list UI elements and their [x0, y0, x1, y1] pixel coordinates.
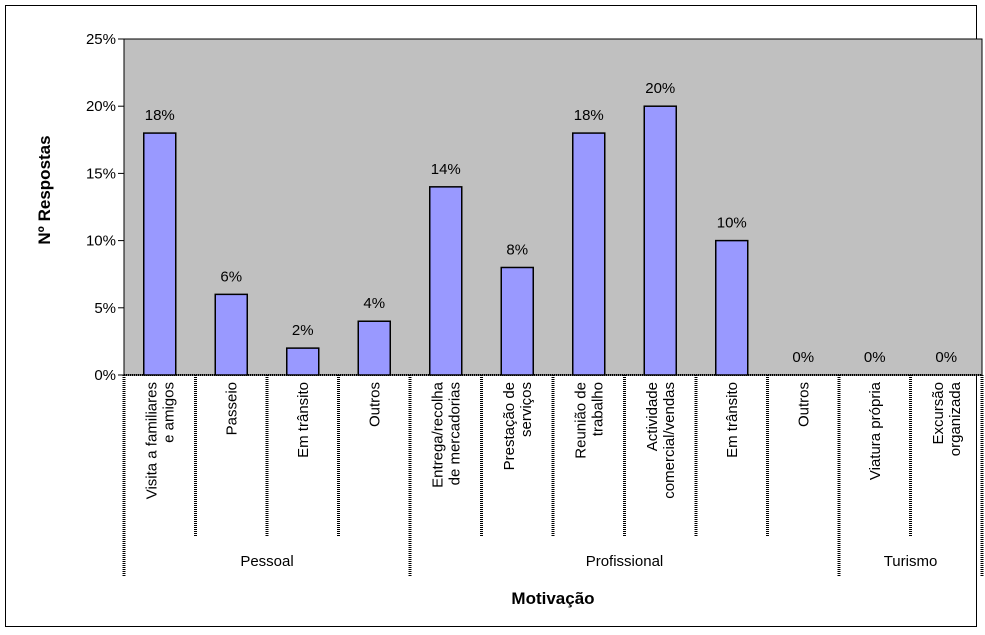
category-label: Em trânsito [724, 382, 741, 458]
y-axis-title: Nº Respostas [35, 135, 54, 244]
plot-area [123, 38, 983, 376]
y-tick-label: 20% [86, 98, 116, 115]
category-label-line: Passeio [223, 382, 240, 435]
axes: 0% 5% 10% 15% 20% 25% [86, 31, 984, 576]
data-label: 8% [506, 241, 528, 258]
data-label: 18% [145, 107, 175, 124]
y-tick-label: 15% [86, 165, 116, 182]
bar [643, 105, 677, 376]
category-label: Actividadecomercial/vendas [644, 382, 678, 499]
category-label-line: Reunião de [572, 382, 589, 459]
category-label: Viatura própria [867, 381, 884, 480]
bar [715, 239, 749, 376]
category-label-line: organizada [947, 381, 964, 456]
category-label-line: Entrega/recolha [429, 381, 446, 488]
category-label: Visita a familiarese amigos [143, 382, 177, 499]
x-axis-title: Motivação [511, 589, 594, 608]
category-label: Prestação deserviços [501, 382, 535, 470]
category-label-line: de mercadorias [446, 382, 463, 485]
category-label-line: Visita a familiares [143, 382, 160, 499]
data-label: 4% [363, 295, 385, 312]
data-label: 0% [935, 349, 957, 366]
category-label-line: Actividade [644, 382, 661, 451]
category-label: Reunião detrabalho [572, 382, 606, 459]
group-labels: Pessoal Profissional Turismo [240, 553, 937, 570]
bar [572, 132, 606, 376]
data-label: 14% [431, 161, 461, 178]
category-label: Em trânsito [295, 382, 312, 458]
group-label: Pessoal [240, 553, 293, 570]
category-label-line: Viatura própria [867, 381, 884, 480]
y-tick-label: 5% [94, 300, 116, 317]
category-labels: Visita a familiarese amigos Passeio Em trâ… [143, 381, 964, 499]
category-label-line: Em trânsito [724, 382, 741, 458]
group-label: Profissional [586, 553, 664, 570]
category-label: Entrega/recolhade mercadorias [429, 381, 463, 488]
bar [500, 266, 534, 376]
category-label: Excursãoorganizada [930, 381, 964, 456]
category-label-line: Outros [366, 382, 383, 427]
data-label: 20% [645, 80, 675, 97]
category-label: Outros [795, 382, 812, 427]
data-label: 6% [220, 268, 242, 285]
bar [143, 132, 177, 376]
data-label: 18% [574, 107, 604, 124]
y-tick-label: 0% [94, 367, 116, 384]
y-tick-label: 25% [86, 31, 116, 48]
category-label-line: serviços [518, 382, 535, 437]
data-label: 0% [792, 349, 814, 366]
category-label-line: e amigos [160, 382, 177, 443]
bar [429, 186, 463, 376]
data-label: 0% [864, 349, 886, 366]
category-label: Passeio [223, 382, 240, 435]
data-label: 2% [292, 322, 314, 339]
category-label-line: trabalho [589, 382, 606, 436]
y-tick-label: 10% [86, 233, 116, 250]
category-label-line: Excursão [930, 382, 947, 445]
group-label: Turismo [884, 553, 938, 570]
data-label: 10% [717, 215, 747, 232]
bars: 18% 6% 2% 4% 14% 8% 18% 20% 10% 0% 0% 0% [143, 80, 957, 376]
bar [357, 320, 391, 376]
category-label: Outros [366, 382, 383, 427]
bar [286, 347, 320, 376]
bar [214, 293, 248, 376]
category-label-line: Prestação de [501, 382, 518, 470]
category-label-line: comercial/vendas [661, 382, 678, 499]
category-label-line: Em trânsito [295, 382, 312, 458]
category-label-line: Outros [795, 382, 812, 427]
